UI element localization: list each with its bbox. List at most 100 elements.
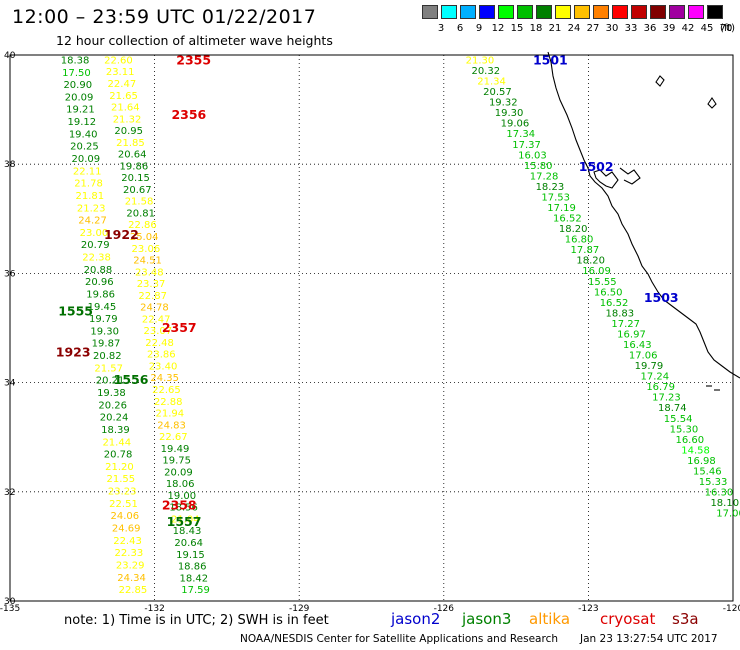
pass-time-label: 1555: [58, 304, 93, 319]
wave-height-value: 23.23: [108, 487, 137, 498]
scale-label: 21: [548, 23, 562, 34]
wave-height-value: 18.86: [178, 562, 207, 573]
wave-height-value: 20.25: [70, 142, 99, 153]
scale-unit: (ft): [720, 23, 736, 34]
wave-height-value: 19.75: [162, 456, 191, 467]
wave-height-value: 19.12: [67, 117, 96, 128]
wave-height-value: 21.34: [477, 77, 506, 88]
legend-entry-altika: altika: [529, 610, 571, 628]
wave-height-value: 16.79: [646, 382, 675, 393]
wave-height-value: 18.43: [173, 526, 202, 537]
wave-height-value: 16.52: [553, 214, 582, 225]
wave-height-value: 24.51: [133, 256, 162, 267]
wave-height-value: 24.78: [140, 303, 169, 314]
wave-height-value: 22.86: [128, 220, 157, 231]
scale-swatch: [517, 5, 533, 19]
wave-height-value: 15.46: [693, 466, 722, 477]
wave-height-value: 23.06: [132, 244, 161, 255]
legend-entry-cryosat: cryosat: [600, 610, 656, 628]
wave-height-value: 22.51: [109, 499, 138, 510]
scale-swatch: [574, 5, 590, 19]
wave-height-value: 16.43: [623, 340, 652, 351]
wave-height-value: 19.30: [90, 326, 119, 337]
wave-height-value: 16.80: [565, 235, 594, 246]
wave-height-value: 16.50: [594, 287, 623, 298]
scale-swatch: [498, 5, 514, 19]
wave-height-value: 23.00: [80, 228, 109, 239]
scale-swatch: [441, 5, 457, 19]
wave-height-value: 18.38: [61, 55, 90, 66]
wave-height-value: 21.23: [77, 203, 106, 214]
wave-height-value: 24.34: [117, 573, 146, 584]
wave-height-value: 16.52: [600, 298, 629, 309]
lat-tick-label: 40: [4, 51, 16, 61]
scale-swatch: [688, 5, 704, 19]
wave-height-value: 18.23: [536, 182, 565, 193]
legend-entry-jason3: jason3: [462, 610, 512, 628]
wave-height-value: 17.34: [506, 129, 535, 140]
scale-label: 15: [510, 23, 524, 34]
scale-label: 70: [719, 23, 733, 34]
lon-tick-label: -132: [144, 604, 164, 614]
wave-height-value: 23.29: [116, 560, 145, 571]
wave-height-value: 15.55: [588, 277, 617, 288]
wave-height-value: 17.00: [716, 509, 740, 520]
scale-label: 27: [586, 23, 600, 34]
wave-height-value: 22.38: [82, 253, 111, 264]
delta-outline: [619, 167, 641, 185]
wave-height-value: 18.10: [710, 498, 739, 509]
wave-height-value: 20.88: [84, 265, 113, 276]
wave-height-value: 23.48: [135, 267, 164, 278]
pass-time-label: 1923: [56, 345, 91, 360]
wave-height-value: 23.37: [137, 279, 166, 290]
wave-height-value: 24.69: [112, 523, 141, 534]
scale-swatch: [593, 5, 609, 19]
wave-height-tracks: 18.3817.5020.9020.0919.2119.1219.4020.25…: [61, 55, 740, 596]
wave-height-value: 22.11: [73, 166, 102, 177]
lat-tick-label: 34: [4, 379, 16, 389]
wave-height-value: 20.67: [123, 185, 152, 196]
scale-swatch: [555, 5, 571, 19]
pass-time-label: 1502: [579, 159, 614, 174]
wave-height-value: 18.06: [166, 479, 195, 490]
pass-time-label: 1922: [104, 227, 139, 242]
wave-height-value: 19.06: [501, 119, 530, 130]
scale-label: 3: [437, 23, 445, 34]
scale-swatch: [707, 5, 723, 19]
wave-height-value: 21.44: [102, 437, 131, 448]
scale-label: 6: [456, 23, 464, 34]
pass-time-label: 2355: [176, 52, 211, 67]
lon-tick-label: -126: [434, 604, 455, 614]
lat-tick-label: 32: [4, 488, 15, 498]
footer-note: note: 1) Time is in UTC; 2) SWH is in fe…: [64, 613, 329, 628]
tahoe-outline: [655, 75, 665, 87]
pass-time-label: 1503: [644, 290, 679, 305]
wave-height-value: 18.39: [101, 425, 130, 436]
wave-height-value: 20.09: [65, 92, 94, 103]
wave-height-value: 20.09: [72, 154, 101, 165]
wave-height-value: 17.28: [530, 171, 559, 182]
wave-height-value: 19.40: [69, 129, 98, 140]
scale-label: 18: [529, 23, 543, 34]
wave-height-value: 19.32: [489, 98, 518, 109]
wave-height-value: 21.65: [109, 91, 138, 102]
wave-height-value: 22.33: [115, 548, 144, 559]
wave-height-value: 20.21: [96, 376, 125, 387]
wave-height-value: 20.81: [126, 208, 155, 219]
wave-height-value: 15.33: [699, 477, 728, 488]
wave-height-value: 15.54: [664, 414, 693, 425]
wave-height-value: 19.21: [66, 105, 95, 116]
wave-height-value: 22.43: [113, 536, 142, 547]
map-subtitle: 12 hour collection of altimeter wave hei…: [56, 33, 333, 48]
pass-time-labels: 2355 2356 1922 2357 1555 1923 1556 2358 1557 1501…: [56, 52, 679, 528]
wave-height-value: 17.06: [629, 351, 658, 362]
wave-height-value: 21.81: [76, 191, 105, 202]
wave-height-value: 22.67: [159, 432, 188, 443]
inland-lake-outline: [707, 97, 717, 109]
scale-label: 42: [681, 23, 695, 34]
pass-time-label: 2356: [171, 107, 206, 122]
wave-height-value: 18.20: [576, 256, 605, 267]
wave-height-value: 23.86: [147, 350, 176, 361]
wave-height-value: 22.47: [108, 79, 137, 90]
scale-swatch: [422, 5, 438, 19]
